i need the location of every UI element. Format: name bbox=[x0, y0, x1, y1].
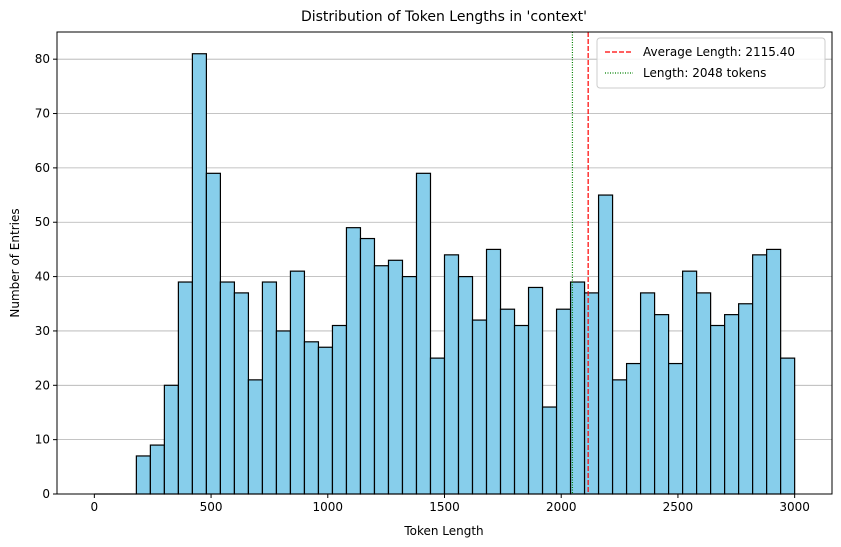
legend-box bbox=[596, 37, 826, 89]
histogram-bar bbox=[233, 292, 250, 495]
histogram-bar bbox=[345, 227, 362, 495]
histogram-bar bbox=[275, 330, 292, 495]
histogram-bar bbox=[682, 270, 698, 495]
histogram-bar bbox=[205, 172, 222, 495]
bars bbox=[94, 53, 796, 495]
histogram-bar bbox=[541, 406, 558, 495]
histogram-bar bbox=[471, 319, 488, 495]
x-tick-label: 2500 bbox=[663, 500, 694, 514]
x-tick-label: 2000 bbox=[546, 500, 577, 514]
histogram-bar bbox=[191, 53, 207, 495]
x-tick-label: 500 bbox=[200, 500, 223, 514]
histogram-bar bbox=[752, 254, 768, 495]
histogram-bar bbox=[261, 281, 278, 495]
histogram-bar bbox=[415, 172, 432, 495]
y-tick-label: 20 bbox=[35, 378, 50, 392]
y-tick-label: 0 bbox=[42, 487, 50, 501]
histogram-bar bbox=[303, 341, 320, 495]
histogram-bar bbox=[163, 384, 179, 495]
histogram-bar bbox=[289, 270, 306, 495]
y-tick-label: 70 bbox=[35, 107, 50, 121]
histogram-bar bbox=[738, 303, 754, 495]
histogram-bar bbox=[527, 286, 544, 495]
chart-title: Distribution of Token Lengths in 'contex… bbox=[301, 9, 587, 25]
x-tick-label: 1500 bbox=[429, 500, 460, 514]
histogram-bar bbox=[219, 281, 236, 495]
histogram-bar bbox=[625, 362, 642, 495]
histogram-bar bbox=[331, 324, 348, 495]
x-axis-ticks: 0 500 1000 1500 2000 2500 3000 bbox=[91, 494, 810, 514]
histogram-bar bbox=[611, 379, 628, 495]
histogram-bar bbox=[597, 194, 614, 495]
histogram-bar bbox=[513, 324, 530, 495]
histogram-bar bbox=[317, 346, 334, 495]
histogram-bar bbox=[387, 259, 404, 495]
histogram-bar bbox=[639, 292, 656, 495]
y-tick-label: 30 bbox=[35, 324, 50, 338]
y-tick-label: 50 bbox=[35, 215, 50, 229]
histogram-bar bbox=[457, 275, 474, 495]
y-tick-label: 40 bbox=[35, 270, 50, 284]
histogram-bar bbox=[373, 265, 390, 495]
histogram-bar bbox=[780, 357, 796, 495]
y-tick-label: 60 bbox=[35, 161, 50, 175]
x-tick-label: 3000 bbox=[779, 500, 810, 514]
histogram-bar bbox=[149, 444, 165, 495]
x-tick-label: 0 bbox=[91, 500, 99, 514]
histogram-bar bbox=[710, 324, 726, 495]
histogram-bar bbox=[583, 292, 600, 495]
histogram-bar bbox=[555, 308, 572, 495]
histogram-bar bbox=[485, 248, 502, 495]
legend-label: Length: 2048 tokens bbox=[643, 66, 766, 80]
histogram-bar bbox=[667, 362, 684, 495]
reference-lines bbox=[571, 32, 589, 494]
histogram-bar bbox=[696, 292, 712, 495]
histogram-bar bbox=[135, 455, 151, 495]
histogram-bar bbox=[359, 237, 376, 495]
histogram-bar bbox=[724, 314, 740, 495]
x-tick-label: 1000 bbox=[313, 500, 344, 514]
legend-label: Average Length: 2115.40 bbox=[643, 45, 795, 59]
histogram-bar bbox=[443, 254, 460, 495]
histogram-bar bbox=[653, 314, 670, 495]
y-tick-label: 80 bbox=[35, 52, 50, 66]
histogram-bar bbox=[499, 308, 516, 495]
y-axis-ticks: 0 10 20 30 40 50 60 70 80 bbox=[35, 52, 57, 501]
histogram-bar bbox=[429, 357, 446, 495]
histogram-bar bbox=[247, 379, 264, 495]
histogram-bar bbox=[177, 281, 193, 495]
histogram-bar bbox=[766, 248, 782, 495]
x-axis-label: Token Length bbox=[403, 524, 483, 538]
y-axis-label: Number of Entries bbox=[8, 208, 22, 317]
legend: Average Length: 2115.40 Length: 2048 toke… bbox=[596, 37, 826, 89]
histogram-bar bbox=[401, 275, 418, 495]
y-tick-label: 10 bbox=[35, 433, 50, 447]
